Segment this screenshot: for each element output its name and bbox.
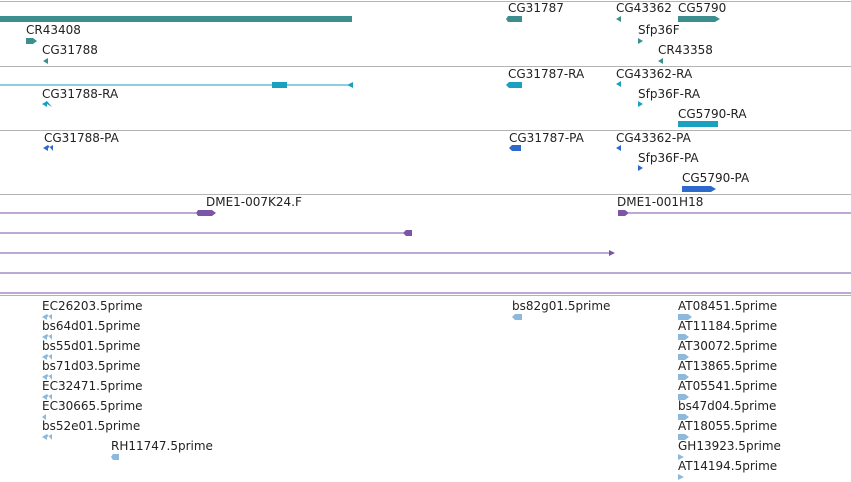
protein-CG31787-PA[interactable]	[509, 145, 521, 151]
clone-feature[interactable]	[403, 230, 412, 236]
protein-label[interactable]: CG31788-PA	[44, 131, 119, 145]
gene-feature-CG5790[interactable]	[678, 16, 720, 22]
est-feature[interactable]	[678, 414, 689, 420]
est-label[interactable]: AT18055.5prime	[678, 419, 778, 433]
est-feature[interactable]	[42, 334, 52, 340]
gene-feature-CG31787[interactable]	[506, 16, 522, 22]
est-feature[interactable]	[512, 314, 522, 320]
est-feature[interactable]	[678, 474, 684, 480]
est-feature[interactable]	[678, 434, 689, 440]
est-label[interactable]: EC30665.5prime	[42, 399, 143, 413]
protein-CG31788-PA[interactable]	[43, 145, 53, 151]
transcript-CG43362-RA[interactable]	[616, 81, 621, 87]
gene-label[interactable]: CG5790	[678, 1, 727, 15]
clone-track	[0, 210, 851, 294]
gene-track	[0, 16, 720, 64]
gene-label[interactable]: CR43408	[26, 23, 81, 37]
gene-label[interactable]: CG43362	[616, 1, 672, 15]
track-separator	[0, 66, 851, 67]
clone-feature-DME1-007K24.F[interactable]	[196, 210, 216, 216]
gene-feature-CR43358[interactable]	[658, 58, 663, 64]
est-feature[interactable]	[42, 354, 52, 360]
est-label[interactable]: bs82g01.5prime	[512, 299, 611, 313]
est-feature[interactable]	[42, 394, 52, 400]
est-feature[interactable]	[42, 434, 52, 440]
gene-label[interactable]: CR43358	[658, 43, 713, 57]
transcript-track	[0, 81, 718, 127]
track-separator	[0, 194, 851, 195]
transcript-label[interactable]: CG5790-RA	[678, 107, 747, 121]
transcript-Sfp36F-RA[interactable]	[638, 101, 643, 107]
gene-label[interactable]: CG31788	[42, 43, 98, 57]
protein-label[interactable]: Sfp36F-PA	[638, 151, 699, 165]
est-feature[interactable]	[42, 374, 52, 380]
gene-feature-Sfp36F[interactable]	[638, 38, 643, 44]
est-track	[42, 314, 692, 480]
transcript-end[interactable]	[347, 82, 353, 88]
est-feature[interactable]	[678, 354, 689, 360]
clone-label[interactable]: DME1-007K24.F	[206, 195, 302, 209]
est-label[interactable]: bs71d03.5prime	[42, 359, 141, 373]
track-separator	[0, 295, 851, 296]
transcript-label[interactable]: CG31787-RA	[508, 67, 585, 81]
transcript-label[interactable]: Sfp36F-RA	[638, 87, 701, 101]
est-label[interactable]: AT30072.5prime	[678, 339, 778, 353]
est-feature[interactable]	[678, 454, 684, 460]
protein-label[interactable]: CG31787-PA	[509, 131, 584, 145]
protein-track	[43, 145, 716, 192]
gene-feature[interactable]	[0, 16, 352, 22]
est-label[interactable]: bs64d01.5prime	[42, 319, 141, 333]
clone-feature-DME1-001H18[interactable]	[618, 210, 629, 216]
est-label[interactable]: AT14194.5prime	[678, 459, 778, 473]
gene-feature-CG31788[interactable]	[43, 58, 48, 64]
est-feature[interactable]	[678, 374, 689, 380]
est-feature[interactable]	[42, 314, 52, 320]
clone-label[interactable]: DME1-001H18	[617, 195, 704, 209]
gene-feature-CR43408[interactable]	[26, 38, 37, 44]
est-label[interactable]: RH11747.5prime	[111, 439, 213, 453]
track-separator	[0, 130, 851, 131]
est-label[interactable]: AT13865.5prime	[678, 359, 778, 373]
est-label[interactable]: AT05541.5prime	[678, 379, 778, 393]
transcript-CG31787-RA[interactable]	[506, 82, 522, 88]
transcript-label[interactable]: CG43362-RA	[616, 67, 693, 81]
protein-CG5790-PA[interactable]	[682, 186, 716, 192]
protein-CG43362-PA[interactable]	[616, 145, 621, 151]
est-feature[interactable]	[42, 414, 46, 420]
transcript-label[interactable]: CG31788-RA	[42, 87, 119, 101]
est-feature[interactable]	[678, 314, 692, 320]
track-separator	[0, 1, 851, 2]
est-feature[interactable]	[678, 334, 689, 340]
est-label[interactable]: bs52e01.5prime	[42, 419, 141, 433]
est-label[interactable]: AT11184.5prime	[678, 319, 778, 333]
est-label[interactable]: EC26203.5prime	[42, 299, 143, 313]
clone-feature-arrow[interactable]	[609, 250, 615, 256]
gene-label[interactable]: Sfp36F	[638, 23, 680, 37]
est-feature[interactable]	[111, 454, 119, 460]
gene-label[interactable]: CG31787	[508, 1, 564, 15]
est-label[interactable]: GH13923.5prime	[678, 439, 781, 453]
est-label[interactable]: bs47d04.5prime	[678, 399, 777, 413]
transcript-exon[interactable]	[272, 82, 287, 88]
gene-feature-CG43362[interactable]	[616, 16, 621, 22]
transcript-CG5790-RA[interactable]	[678, 121, 718, 127]
protein-Sfp36F-PA[interactable]	[638, 165, 643, 171]
protein-label[interactable]: CG5790-PA	[682, 171, 750, 185]
est-label[interactable]: AT08451.5prime	[678, 299, 778, 313]
est-label[interactable]: EC32471.5prime	[42, 379, 143, 393]
protein-label[interactable]: CG43362-PA	[616, 131, 691, 145]
est-feature[interactable]	[678, 394, 689, 400]
transcript-CG31788-RA[interactable]	[42, 101, 52, 107]
est-label[interactable]: bs55d01.5prime	[42, 339, 141, 353]
